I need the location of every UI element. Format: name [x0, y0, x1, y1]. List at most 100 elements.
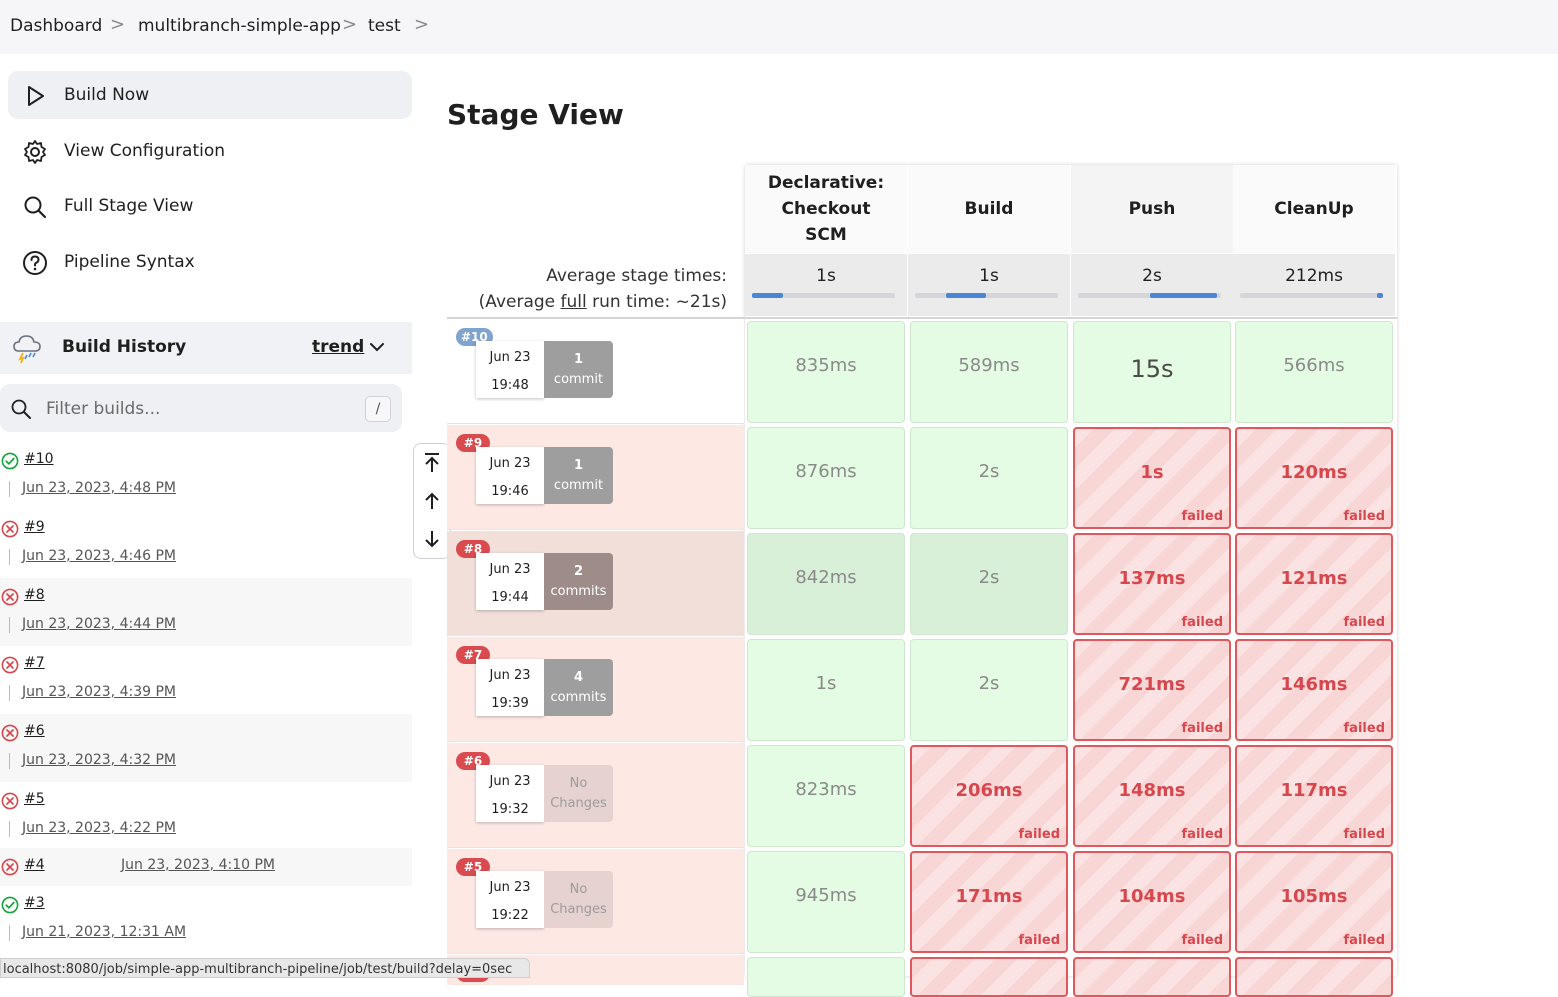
run-commits-button[interactable]: 1 commit: [544, 447, 613, 504]
stage-cell-failed[interactable]: 1s failed: [1073, 427, 1231, 529]
stage-cell-success[interactable]: 566ms: [1235, 321, 1393, 423]
stage-duration: 876ms: [795, 461, 857, 482]
stage-duration: 120ms: [1280, 462, 1348, 483]
breadcrumb-separator[interactable]: >: [414, 14, 430, 35]
build-number-link[interactable]: #8: [24, 587, 45, 603]
arrow-down-icon: [425, 531, 439, 548]
build-date-link[interactable]: Jun 23, 2023, 4:22 PM: [22, 820, 176, 836]
stage-cell-success[interactable]: 2s: [910, 639, 1068, 741]
breadcrumb-project[interactable]: multibranch-simple-app: [138, 16, 341, 36]
full-stage-view-button[interactable]: Full Stage View: [8, 182, 412, 230]
stage-cell-failed[interactable]: 137ms failed: [1073, 533, 1231, 635]
build-date-link[interactable]: Jun 23, 2023, 4:48 PM: [22, 480, 176, 496]
stage-name: CleanUp: [1274, 199, 1354, 219]
build-now-button[interactable]: Build Now: [8, 71, 412, 119]
timeline-bar: [9, 549, 10, 565]
run-date-day: Jun 23: [489, 668, 531, 683]
arrow-up-icon: [425, 492, 439, 509]
commit-label: commit: [553, 371, 604, 387]
chevron-down-icon[interactable]: [366, 336, 388, 358]
run-commits-button[interactable]: 1 commit: [544, 341, 613, 398]
stage-duration: 117ms: [1280, 780, 1348, 801]
stage-name: Push: [1128, 199, 1176, 219]
scroll-up-button[interactable]: [422, 490, 442, 512]
breadcrumb-branch[interactable]: test: [368, 16, 401, 36]
view-configuration-button[interactable]: View Configuration: [8, 127, 412, 175]
commit-count: No: [569, 775, 588, 791]
stage-cell-failed-partial[interactable]: [910, 957, 1068, 997]
run-date-time: 19:46: [491, 484, 529, 499]
build-number-link[interactable]: #10: [24, 451, 54, 467]
run-commits-button[interactable]: No Changes: [544, 871, 613, 928]
stage-cell-success[interactable]: 15s: [1073, 321, 1231, 423]
stage-cell-success-partial[interactable]: [747, 957, 905, 997]
run-date: Jun 23 19:44: [476, 553, 544, 610]
scroll-down-button[interactable]: [422, 528, 442, 550]
stage-cell-failed[interactable]: 121ms failed: [1235, 533, 1393, 635]
stage-cell-success[interactable]: 2s: [910, 427, 1068, 529]
build-number-link[interactable]: #3: [24, 895, 45, 911]
stage-cell-failed[interactable]: 206ms failed: [910, 745, 1068, 847]
stage-duration: 121ms: [1280, 568, 1348, 589]
stage-cell-failed[interactable]: 105ms failed: [1235, 851, 1393, 953]
scroll-to-top-button[interactable]: [422, 452, 442, 474]
run-row[interactable]: #6 Jun 23 19:32 No Changes: [447, 743, 744, 848]
stage-header: Build: [908, 165, 1070, 253]
stage-duration: 171ms: [955, 886, 1023, 907]
commit-label: commits: [550, 689, 607, 705]
full-run-time-link[interactable]: full: [560, 292, 587, 312]
run-commits-button[interactable]: 2 commits: [544, 553, 613, 610]
run-commits-button[interactable]: 4 commits: [544, 659, 613, 716]
pipeline-syntax-button[interactable]: Pipeline Syntax: [8, 238, 412, 286]
stage-cell-failed[interactable]: 117ms failed: [1235, 745, 1393, 847]
build-number-link[interactable]: #9: [24, 519, 45, 535]
filter-builds-input[interactable]: [44, 396, 348, 422]
stage-cell-failed[interactable]: 148ms failed: [1073, 745, 1231, 847]
stage-cell-failed[interactable]: 171ms failed: [910, 851, 1068, 953]
stage-cell-success[interactable]: 823ms: [747, 745, 905, 847]
stage-cell-failed[interactable]: 120ms failed: [1235, 427, 1393, 529]
trend-link[interactable]: trend: [312, 337, 365, 357]
build-date-link[interactable]: Jun 23, 2023, 4:10 PM: [121, 857, 275, 873]
stage-duration: 148ms: [1118, 780, 1186, 801]
search-icon: [24, 196, 47, 219]
breadcrumb-dashboard[interactable]: Dashboard: [10, 16, 103, 36]
stage-name: Declarative: Checkout SCM: [767, 173, 885, 245]
stage-duration: 137ms: [1118, 568, 1186, 589]
build-history-title: Build History: [62, 337, 187, 357]
build-number-link[interactable]: #7: [24, 655, 45, 671]
stage-cell-failed-partial[interactable]: [1073, 957, 1231, 997]
stage-cell-failed-partial[interactable]: [1235, 957, 1393, 997]
build-number-link[interactable]: #4: [24, 857, 45, 873]
stage-duration: 2s: [978, 567, 1000, 588]
stage-cell-failed[interactable]: 146ms failed: [1235, 639, 1393, 741]
stage-cell-success[interactable]: 2s: [910, 533, 1068, 635]
run-commits-button[interactable]: No Changes: [544, 765, 613, 822]
stage-cell-success[interactable]: 842ms: [747, 533, 905, 635]
stage-cell-success[interactable]: 1s: [747, 639, 905, 741]
failed-label: failed: [1343, 615, 1385, 630]
build-number-link[interactable]: #6: [24, 723, 45, 739]
run-date-day: Jun 23: [489, 456, 531, 471]
run-row[interactable]: #9 Jun 23 19:46 1 commit: [447, 425, 744, 530]
stage-progress-fill: [946, 293, 987, 298]
timeline-bar: [9, 821, 10, 837]
stage-cell-success[interactable]: 876ms: [747, 427, 905, 529]
build-date-link[interactable]: Jun 23, 2023, 4:46 PM: [22, 548, 176, 564]
stage-cell-success[interactable]: 835ms: [747, 321, 905, 423]
run-row[interactable]: #5 Jun 23 19:22 No Changes: [447, 849, 744, 954]
build-date-link[interactable]: Jun 21, 2023, 12:31 AM: [22, 924, 187, 940]
build-date-link[interactable]: Jun 23, 2023, 4:44 PM: [22, 616, 176, 632]
build-number-link[interactable]: #5: [24, 791, 45, 807]
build-history-header: Build History trend: [0, 322, 412, 374]
build-history-row: #7 Jun 23, 2023, 4:39 PM: [0, 646, 412, 714]
run-row[interactable]: #8 Jun 23 19:44 2 commits: [447, 531, 744, 636]
stage-cell-failed[interactable]: 104ms failed: [1073, 851, 1231, 953]
build-date-link[interactable]: Jun 23, 2023, 4:32 PM: [22, 752, 176, 768]
stage-cell-failed[interactable]: 721ms failed: [1073, 639, 1231, 741]
stage-cell-success[interactable]: 589ms: [910, 321, 1068, 423]
build-date-link[interactable]: Jun 23, 2023, 4:39 PM: [22, 684, 176, 700]
run-row[interactable]: #10 Jun 23 19:48 1 commit: [447, 319, 744, 424]
stage-cell-success[interactable]: 945ms: [747, 851, 905, 953]
run-row[interactable]: #7 Jun 23 19:39 4 commits: [447, 637, 744, 742]
